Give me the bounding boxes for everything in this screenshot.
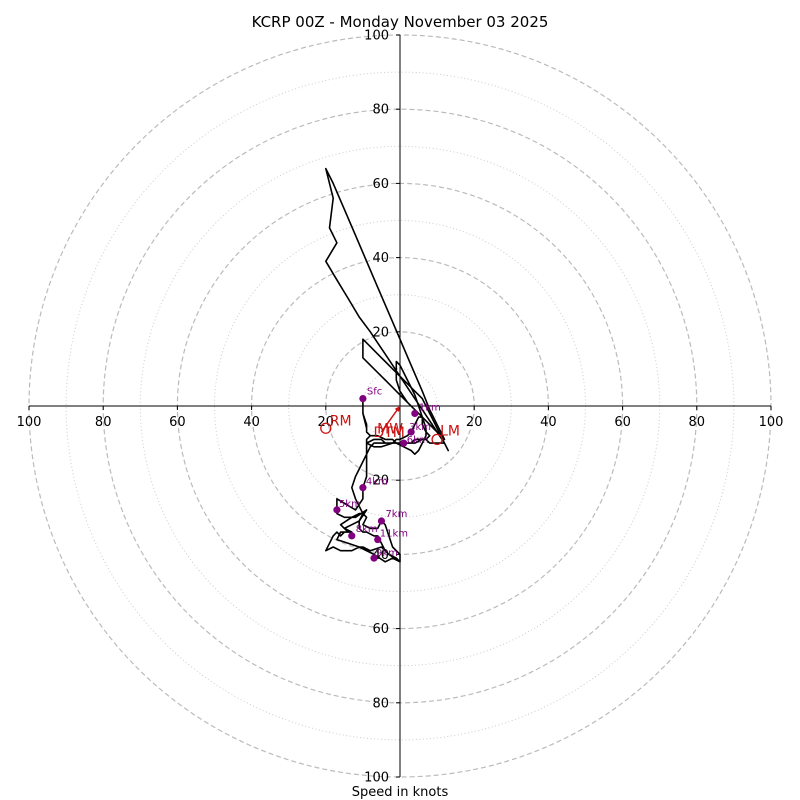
- chart-title: KCRP 00Z - Monday November 03 2025: [252, 13, 549, 31]
- height-marker-1km: [411, 409, 419, 418]
- y-tick-label: 20: [372, 325, 389, 340]
- x-tick-label: 100: [17, 415, 42, 430]
- height-marker-6km: [400, 439, 408, 447]
- hodograph-trace: [324, 167, 450, 563]
- height-marker-7km: [377, 517, 386, 525]
- height-label-5km: 5km: [339, 499, 361, 510]
- rm-label: RM: [330, 413, 352, 429]
- y-tick-label: 60: [372, 622, 389, 637]
- shear-vector-arrowhead: [394, 406, 400, 412]
- height-marker-5km: [333, 506, 341, 514]
- dtm-label: DTM: [373, 425, 404, 441]
- x-axis-label: Speed in knots: [352, 785, 449, 800]
- height-label-7km: 7km: [385, 509, 407, 520]
- lm-marker: [431, 433, 443, 446]
- x-tick-label: 60: [169, 415, 186, 430]
- x-tick-label: 20: [466, 415, 483, 430]
- height-marker-8km: [348, 532, 356, 540]
- hodograph-trace-group: [324, 167, 450, 563]
- height-markers: Sfc 1km 3km 4km 5km 7km 8km 11km 9km 6km: [333, 387, 441, 562]
- x-tick-label: 40: [540, 415, 557, 430]
- y-tick-label: 80: [372, 103, 389, 118]
- rm-marker: [320, 422, 332, 434]
- height-marker-4km: [359, 484, 367, 492]
- height-label-8km: 8km: [356, 524, 378, 535]
- y-tick-label: 80: [372, 696, 389, 711]
- y-tick-label: 20: [372, 474, 389, 489]
- height-label-9km: 9km: [376, 548, 398, 559]
- height-marker-Sfc: [359, 394, 367, 403]
- y-tick-label: 40: [372, 251, 389, 266]
- x-tick-label: 80: [95, 415, 112, 430]
- y-tick-label: 60: [372, 177, 389, 192]
- height-label-4km: 4km: [366, 477, 388, 488]
- height-label-11km: 11km: [380, 529, 408, 540]
- x-tick-label: 80: [689, 415, 706, 430]
- height-marker-11km: [374, 535, 382, 544]
- height-label-6km: 6km: [407, 435, 429, 446]
- height-marker-9km: [370, 554, 378, 562]
- x-tick-label: 60: [614, 415, 631, 430]
- height-label-1km: 1km: [419, 402, 441, 413]
- height-label-Sfc: Sfc: [367, 387, 382, 398]
- x-tick-label: 100: [759, 415, 784, 430]
- height-marker-3km: [407, 428, 415, 436]
- tick-labels: 100 80 60 40 20 20 40 60 80 100100806040202040608…: [17, 29, 784, 786]
- lm-label: LM: [440, 423, 460, 439]
- y-tick-label: 100: [364, 771, 389, 786]
- height-label-3km: 3km: [409, 422, 431, 433]
- x-tick-label: 40: [243, 415, 260, 430]
- y-tick-label: 100: [364, 29, 389, 44]
- mw-label: MW: [377, 421, 403, 437]
